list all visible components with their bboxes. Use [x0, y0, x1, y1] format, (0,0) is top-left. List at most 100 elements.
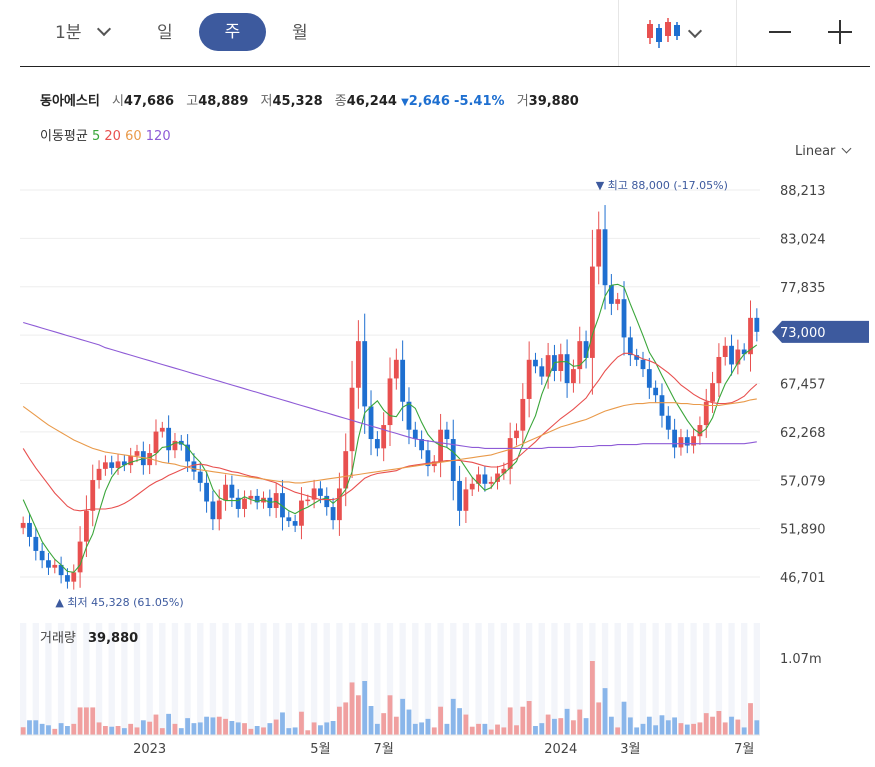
stock-name: 동아에스티: [40, 94, 100, 109]
candle-body: [197, 471, 203, 483]
volume-bar: [172, 723, 178, 735]
volume-panel-stripe: [146, 623, 153, 735]
candle-body: [533, 359, 538, 367]
candle-body: [425, 450, 431, 467]
candle-body: [185, 444, 191, 462]
candle-body: [299, 500, 304, 526]
candle-body: [539, 366, 545, 377]
candle-body: [52, 564, 58, 568]
volume-bar: [311, 722, 317, 735]
candle-body: [58, 564, 64, 576]
volume-bar: [147, 721, 153, 735]
candle-body: [216, 500, 222, 520]
volume-panel-stripe: [677, 623, 685, 735]
chart-type-button[interactable]: [640, 14, 730, 50]
candle-body: [400, 359, 406, 402]
volume-panel-stripe: [690, 623, 697, 735]
volume-panel-stripe: [614, 623, 621, 735]
volume-panel-stripe: [45, 623, 52, 735]
volume-panel-stripe: [665, 623, 672, 735]
candle-body: [583, 341, 589, 358]
volume-panel-stripe: [260, 623, 267, 735]
volume-bar: [735, 719, 741, 735]
tab-week[interactable]: 주: [199, 13, 266, 51]
candle-body: [596, 229, 602, 267]
scale-mode-select[interactable]: Linear: [795, 143, 852, 159]
volume-bar: [96, 722, 102, 735]
volume-bar: [646, 716, 652, 735]
volume-panel-stripe: [361, 623, 368, 735]
volume-panel-stripe: [184, 623, 191, 735]
volume-panel-stripe: [627, 623, 634, 735]
volume-value: 39,880: [528, 94, 579, 109]
volume-panel-stripe: [121, 623, 128, 735]
ma60-line: [22, 398, 757, 484]
tab-month[interactable]: 월: [292, 23, 308, 43]
candlestick-icon: [647, 18, 680, 48]
candle-body: [457, 480, 462, 511]
volume-panel-stripe: [551, 623, 558, 735]
volume-bar: [368, 706, 374, 735]
tab-day[interactable]: 일: [157, 23, 173, 43]
volume-bar: [90, 707, 96, 735]
volume-bar: [362, 681, 368, 735]
candle-body: [20, 522, 26, 528]
y-tick-label: 51,890: [780, 523, 826, 538]
candle-body: [571, 369, 576, 384]
change-percent: -5.41%: [454, 94, 505, 109]
toolbar-divider: [736, 0, 737, 66]
candle-body: [115, 461, 121, 468]
volume-bar: [659, 715, 665, 735]
volume-panel-stripe: [741, 623, 748, 735]
volume-bar: [387, 695, 393, 735]
zoom-out-button[interactable]: [767, 21, 793, 43]
volume-bar: [178, 728, 184, 735]
volume-panel-stripe: [601, 623, 609, 735]
volume-bar: [77, 707, 83, 735]
volume-bar: [412, 723, 418, 735]
open-value: 47,686: [123, 94, 175, 109]
volume-bar: [185, 718, 191, 735]
candle-body: [419, 439, 425, 451]
volume-panel-stripe: [728, 623, 735, 735]
candle-body: [343, 451, 349, 489]
volume-panel-stripe: [462, 623, 470, 735]
candle-body: [716, 356, 722, 384]
volume-panel-stripe: [197, 623, 204, 735]
volume-bar: [20, 727, 26, 735]
volume-bar: [159, 728, 165, 735]
current-price-marker: [772, 320, 869, 343]
volume-panel-stripe: [159, 623, 166, 735]
candle-body: [577, 341, 583, 370]
volume-bar: [577, 709, 583, 735]
volume-bar: [52, 728, 58, 735]
candle-body: [254, 495, 260, 503]
candle-body: [336, 488, 342, 521]
volume-panel-stripe: [525, 623, 533, 735]
volume-panel-stripe: [386, 623, 394, 735]
volume-bar: [545, 714, 551, 735]
candle-body: [286, 517, 292, 522]
candle-body: [166, 427, 172, 451]
candle-body: [318, 488, 323, 496]
close-label: 종: [334, 94, 347, 109]
volume-bar: [305, 730, 311, 735]
zoom-in-button[interactable]: [828, 20, 852, 44]
volume-bar: [754, 720, 760, 735]
candle-body: [235, 497, 241, 509]
candle-body: [77, 541, 83, 573]
minute-period-select[interactable]: 1분: [55, 18, 112, 43]
ma120-label: 120: [145, 129, 171, 144]
volume-panel-stripe: [323, 623, 330, 735]
candle-body: [311, 488, 317, 500]
down-arrow-icon: ▼: [401, 97, 409, 108]
candle-body: [39, 550, 45, 561]
volume-panel-stripe: [652, 623, 659, 735]
candle-body: [305, 499, 311, 502]
candle-body: [46, 560, 51, 568]
volume-bar: [431, 727, 437, 735]
candle-body: [722, 345, 728, 357]
volume-bar: [729, 716, 734, 735]
candle-body: [387, 378, 393, 426]
